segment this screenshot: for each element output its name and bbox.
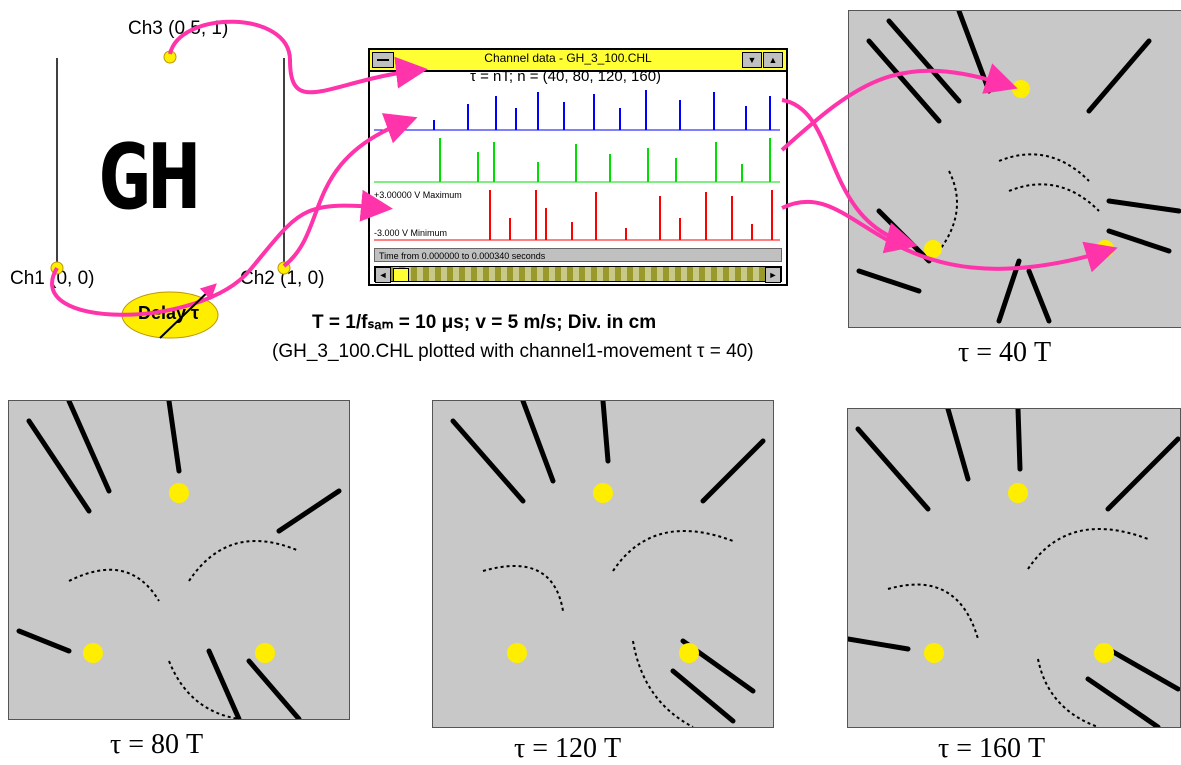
sensor-dot-right	[255, 643, 275, 663]
scroll-left-button[interactable]: ◄	[375, 267, 391, 283]
sensor-dot-top	[169, 483, 189, 503]
time-info-bar: Time from 0.000000 to 0.000340 seconds	[374, 248, 782, 262]
panel-label-160: τ = 160 T	[938, 733, 1046, 764]
channel-plot	[374, 90, 780, 241]
caption-line-2: (GH_3_100.CHL plotted with channel1-move…	[272, 341, 754, 362]
sensor-dot-right	[679, 643, 699, 663]
sensor-dot-left	[924, 643, 944, 663]
sensor-dot-right	[1096, 240, 1114, 258]
panel-tau-160	[847, 408, 1181, 728]
window-title: Channel data - GH_3_100.CHL	[484, 51, 652, 65]
sensor-dot-left	[507, 643, 527, 663]
green-trace	[374, 138, 780, 183]
sensor-dot-top	[593, 483, 613, 503]
sensor-dot-right	[1094, 643, 1114, 663]
system-menu-button[interactable]	[372, 52, 394, 68]
panel-tau-80	[8, 400, 350, 720]
panel-tau-120	[432, 400, 774, 728]
channel-left-label-1: ..	[374, 128, 380, 138]
streak-pattern-40	[856, 11, 1181, 324]
panel-label-80: τ = 80 T	[110, 729, 204, 760]
scroll-right-button[interactable]: ►	[765, 267, 781, 283]
tau-annotation: τ = nT; n = (40, 80, 120, 160)	[470, 68, 662, 85]
window-titlebar[interactable]: Channel data - GH_3_100.CHL ▼ ▲	[370, 50, 786, 72]
channel-data-window: Channel data - GH_3_100.CHL ▼ ▲	[368, 48, 788, 286]
red-trace	[374, 190, 780, 241]
sensor-dot-left	[924, 240, 942, 258]
streak-pattern-160	[848, 409, 1180, 727]
panel-label-120: τ = 120 T	[514, 733, 622, 764]
blue-trace	[374, 90, 780, 131]
panel-label-40: τ = 40 T	[958, 337, 1052, 368]
streak-pattern-80	[16, 401, 342, 719]
streak-pattern-120	[450, 401, 766, 727]
minimize-button[interactable]: ▼	[742, 52, 762, 68]
sensor-dot-top	[1008, 483, 1028, 503]
maximize-button[interactable]: ▲	[763, 52, 783, 68]
sensor-dot-top	[1012, 80, 1030, 98]
channel-left-label-2: +3.00000 V Maximum	[374, 190, 462, 200]
horizontal-scrollbar[interactable]: ◄ ►	[374, 266, 782, 283]
ch1-sensor-dot	[50, 261, 64, 275]
scroll-thumb[interactable]	[393, 268, 409, 282]
sensor-dots	[50, 50, 291, 339]
caption-line-1: T = 1/fₛₐₘ = 10 μs; v = 5 m/s; Div. in c…	[312, 312, 657, 333]
panel-tau-40	[848, 10, 1181, 328]
delay-label: Delay τ	[138, 303, 200, 323]
channel-left-label-3: -3.000 V Minimum	[374, 228, 448, 238]
ch2-sensor-dot	[277, 261, 291, 275]
sensor-dot-left	[83, 643, 103, 663]
ch3-sensor-dot	[163, 50, 177, 64]
